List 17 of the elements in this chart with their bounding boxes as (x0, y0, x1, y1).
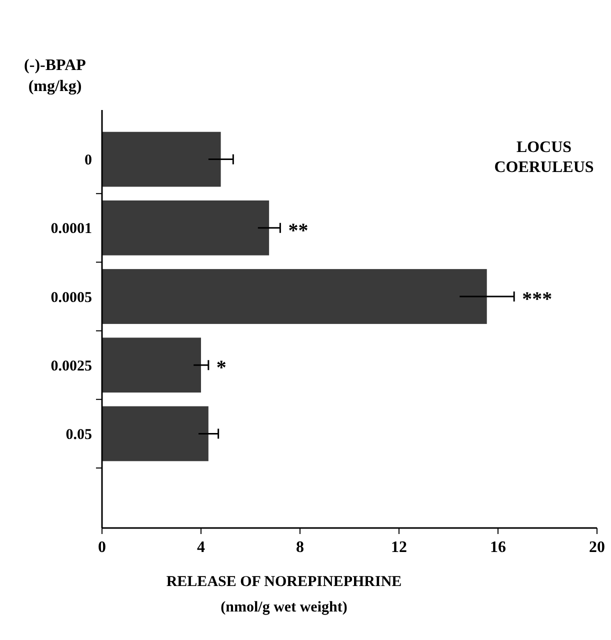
annotation: *** (522, 288, 552, 310)
y-tick-label: 0.0025 (50, 358, 92, 374)
annotation: * (216, 357, 226, 380)
y-tick-label: 0.0005 (50, 290, 92, 306)
x-tick-label: 20 (589, 539, 605, 556)
y-tick-label: 0.0001 (50, 221, 92, 238)
x-tick-label: 0 (98, 539, 106, 556)
x-axis-title: RELEASE OF NOREPINEPHRINE (nmol/g wet weight) (166, 574, 402, 616)
x-tick-label: 8 (296, 539, 304, 556)
y-axis-title: (-)-BPAP (mg/kg) (24, 57, 86, 95)
y-tick-label: 0 (84, 152, 92, 169)
annotation: ** (288, 220, 308, 242)
x-tick-label: 4 (197, 539, 205, 556)
x-tick-label: 16 (490, 539, 506, 556)
y-tick-label: 0.05 (66, 426, 92, 443)
text: LOCUS COERULEUS (494, 139, 594, 176)
x-tick-label: 12 (391, 539, 407, 556)
